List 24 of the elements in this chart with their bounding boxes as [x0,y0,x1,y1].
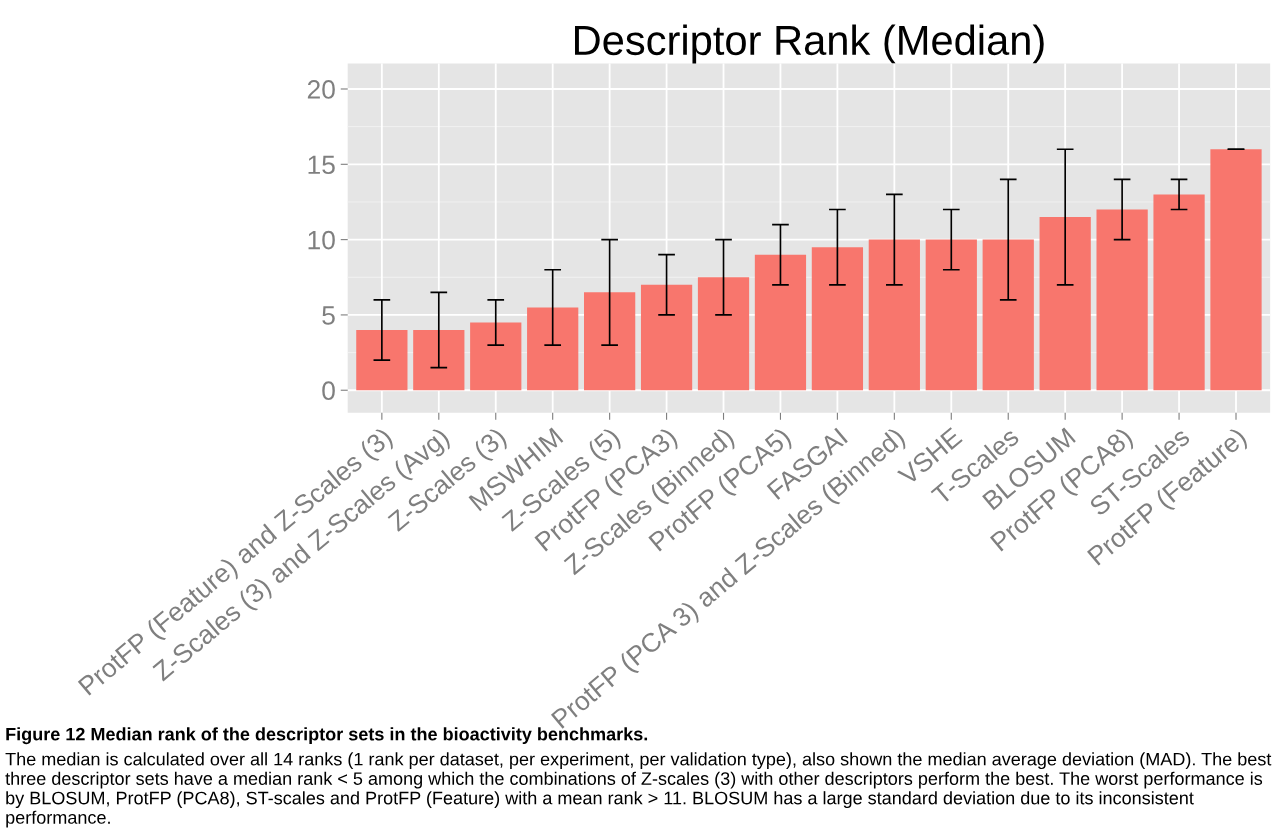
y-tick-label: 20 [307,80,335,99]
bar [754,254,807,391]
bar [925,239,977,391]
chart-title: Descriptor Rank (Median) [575,24,1044,64]
bar [982,239,1034,391]
y-tick-label: 5 [322,306,335,325]
bar [470,322,522,391]
bar [811,247,864,391]
y-tick-label: 10 [308,230,335,250]
y-tick-label: 15 [308,155,335,175]
text: The median is calculated over all 14 ranks (1 rank per dataset, per experiment, per validation type), also shown the median average deviation (MAD). The best three descriptor sets have a median rank < 5 among which the combinations of Z-scales (3) with other descriptors perform the best. The worst performance is by BLOSUM, ProtFP (PCA8), ST-scales and ProtFP (Feature) with a mean rank > 11. BLOSUM has a large standard deviation due to its inconsistent performance. [5,752,1272,828]
bar [584,292,636,391]
bar [413,329,465,391]
bar [1096,209,1148,391]
bar [527,307,579,391]
bar [640,284,693,391]
bar [1210,149,1262,391]
bar [868,239,920,391]
bar [356,329,408,391]
y-tick-label: 0 [322,381,335,401]
caption: Figure 12 Median rank of the descriptor sets in the bioactivity benchmarks. [6,727,648,745]
bar [1039,217,1091,391]
bar [1153,194,1205,391]
bar [697,277,750,391]
